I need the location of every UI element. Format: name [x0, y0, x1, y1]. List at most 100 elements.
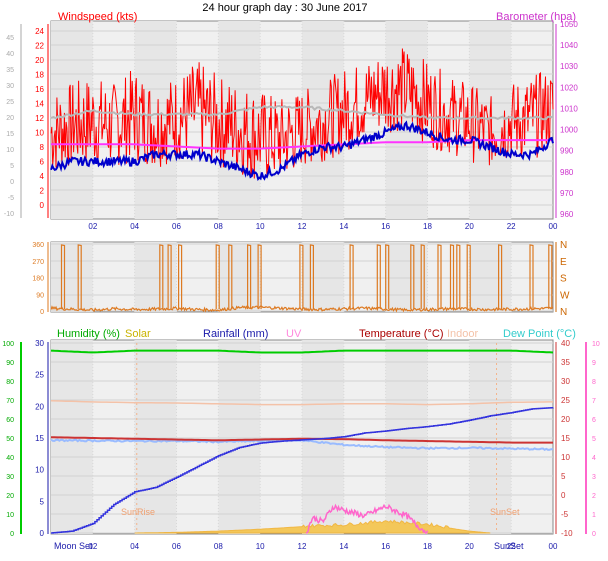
- windspeed-tick: 10: [35, 129, 44, 138]
- direction-tick: 90: [36, 292, 44, 299]
- direction-tick: 180: [32, 276, 44, 283]
- temp-x-tick: 20: [465, 542, 474, 551]
- outer-left-tick: -5: [8, 195, 14, 202]
- wind-x-tick: 12: [298, 222, 307, 231]
- wind-x-tick: 00: [549, 222, 558, 231]
- rainfall-tick: 10: [35, 466, 44, 475]
- humidity-tick: 100: [2, 341, 14, 348]
- barometer-tick: 970: [560, 189, 574, 198]
- temp-x-tick: 00: [549, 542, 558, 551]
- sunset-marker-label: SunSet: [490, 507, 520, 517]
- compass-label: E: [560, 257, 567, 268]
- barometer-tick: 1030: [560, 62, 578, 71]
- barometer-tick: 1040: [560, 41, 578, 50]
- uv-tick: 2: [592, 493, 596, 500]
- indoor-label: Indoor: [447, 328, 479, 340]
- windspeed-tick: 8: [40, 143, 45, 152]
- barometer-tick: 1000: [560, 126, 578, 135]
- outer-left-tick: 40: [6, 51, 14, 58]
- rainfall-tick: 25: [35, 371, 44, 380]
- wind-x-tick: 08: [214, 222, 223, 231]
- temperature-tick: 10: [561, 453, 570, 462]
- temp-x-tick: 12: [298, 542, 307, 551]
- outer-left-tick: 5: [10, 163, 14, 170]
- direction-tick: 360: [32, 242, 44, 249]
- outer-left-tick: 45: [6, 35, 14, 42]
- uv-tick: 6: [592, 417, 596, 424]
- solar-label: Solar: [125, 328, 151, 340]
- uv-tick: 1: [592, 512, 596, 519]
- uv-tick: 4: [592, 455, 596, 462]
- compass-label: N: [560, 240, 567, 251]
- direction-panel-band: [469, 242, 511, 312]
- direction-panel-band: [218, 242, 260, 312]
- barometer-tick: 990: [560, 147, 574, 156]
- wind-panel-band: [302, 21, 344, 219]
- uv-tick: 10: [592, 341, 600, 348]
- barometer-tick: 960: [560, 210, 574, 219]
- temperature-tick: 35: [561, 358, 570, 367]
- sunrise-marker-label: SunRise: [121, 507, 155, 517]
- temp-x-tick: 16: [381, 542, 390, 551]
- windspeed-tick: 18: [35, 71, 44, 80]
- temp-panel-band: [386, 340, 428, 534]
- outer-left-tick: 15: [6, 131, 14, 138]
- humidity-tick: 0: [10, 531, 14, 538]
- uv-tick: 5: [592, 436, 596, 443]
- temperature-tick: 5: [561, 472, 566, 481]
- temp-x-tick: 22: [507, 542, 516, 551]
- temp-panel-band: [469, 340, 511, 534]
- windspeed-tick: 4: [40, 172, 45, 181]
- rainfall-label: Rainfall (mm): [203, 328, 268, 340]
- outer-left-tick: 35: [6, 67, 14, 74]
- direction-panel-band: [135, 242, 177, 312]
- humidity-label: Humidity (%): [57, 328, 120, 340]
- windspeed-tick: 2: [40, 187, 45, 196]
- temp-x-tick: 08: [214, 542, 223, 551]
- wind-x-tick: 02: [88, 222, 97, 231]
- wind-x-tick: 14: [339, 222, 348, 231]
- humidity-tick: 70: [6, 398, 14, 405]
- windspeed-tick: 0: [40, 201, 45, 210]
- windspeed-tick: 14: [35, 100, 44, 109]
- temp-x-tick: 18: [423, 542, 432, 551]
- humidity-tick: 20: [6, 493, 14, 500]
- temperature-tick: 20: [561, 415, 570, 424]
- windspeed-tick: 22: [35, 42, 44, 51]
- windspeed-tick: 16: [35, 85, 44, 94]
- humidity-tick: 50: [6, 436, 14, 443]
- rainfall-tick: 30: [35, 339, 44, 348]
- uv-tick: 3: [592, 474, 596, 481]
- wind-x-tick: 20: [465, 222, 474, 231]
- outer-left-tick: 10: [6, 147, 14, 154]
- humidity-tick: 30: [6, 474, 14, 481]
- temperature-tick: -5: [561, 510, 569, 519]
- rainfall-tick: 15: [35, 434, 44, 443]
- temperature-tick: 0: [561, 491, 566, 500]
- compass-label: N: [560, 307, 567, 318]
- wind-x-tick: 04: [130, 222, 139, 231]
- temp-x-tick: 06: [172, 542, 181, 551]
- temperature-tick: 15: [561, 434, 570, 443]
- wind-x-tick: 18: [423, 222, 432, 231]
- wind-x-tick: 10: [256, 222, 265, 231]
- barometer-tick: 1020: [560, 83, 578, 92]
- chart-title: 24 hour graph day : 30 June 2017: [202, 2, 367, 14]
- barometer-tick: 1050: [560, 20, 578, 29]
- windspeed-axis-label: Windspeed (kts): [58, 11, 137, 23]
- temp-x-tick: 02: [88, 542, 97, 551]
- temperature-tick: 25: [561, 396, 570, 405]
- direction-tick: 0: [40, 309, 44, 316]
- barometer-tick: 980: [560, 168, 574, 177]
- uv-tick: 9: [592, 360, 596, 367]
- compass-label: S: [560, 274, 567, 285]
- rainfall-tick: 20: [35, 402, 44, 411]
- windspeed-tick: 12: [35, 114, 44, 123]
- temp-x-tick: 04: [130, 542, 139, 551]
- humidity-tick: 40: [6, 455, 14, 462]
- wind-x-tick: 22: [507, 222, 516, 231]
- direction-panel-band: [51, 242, 93, 312]
- temperature-tick: 30: [561, 377, 570, 386]
- outer-left-tick: 0: [10, 179, 14, 186]
